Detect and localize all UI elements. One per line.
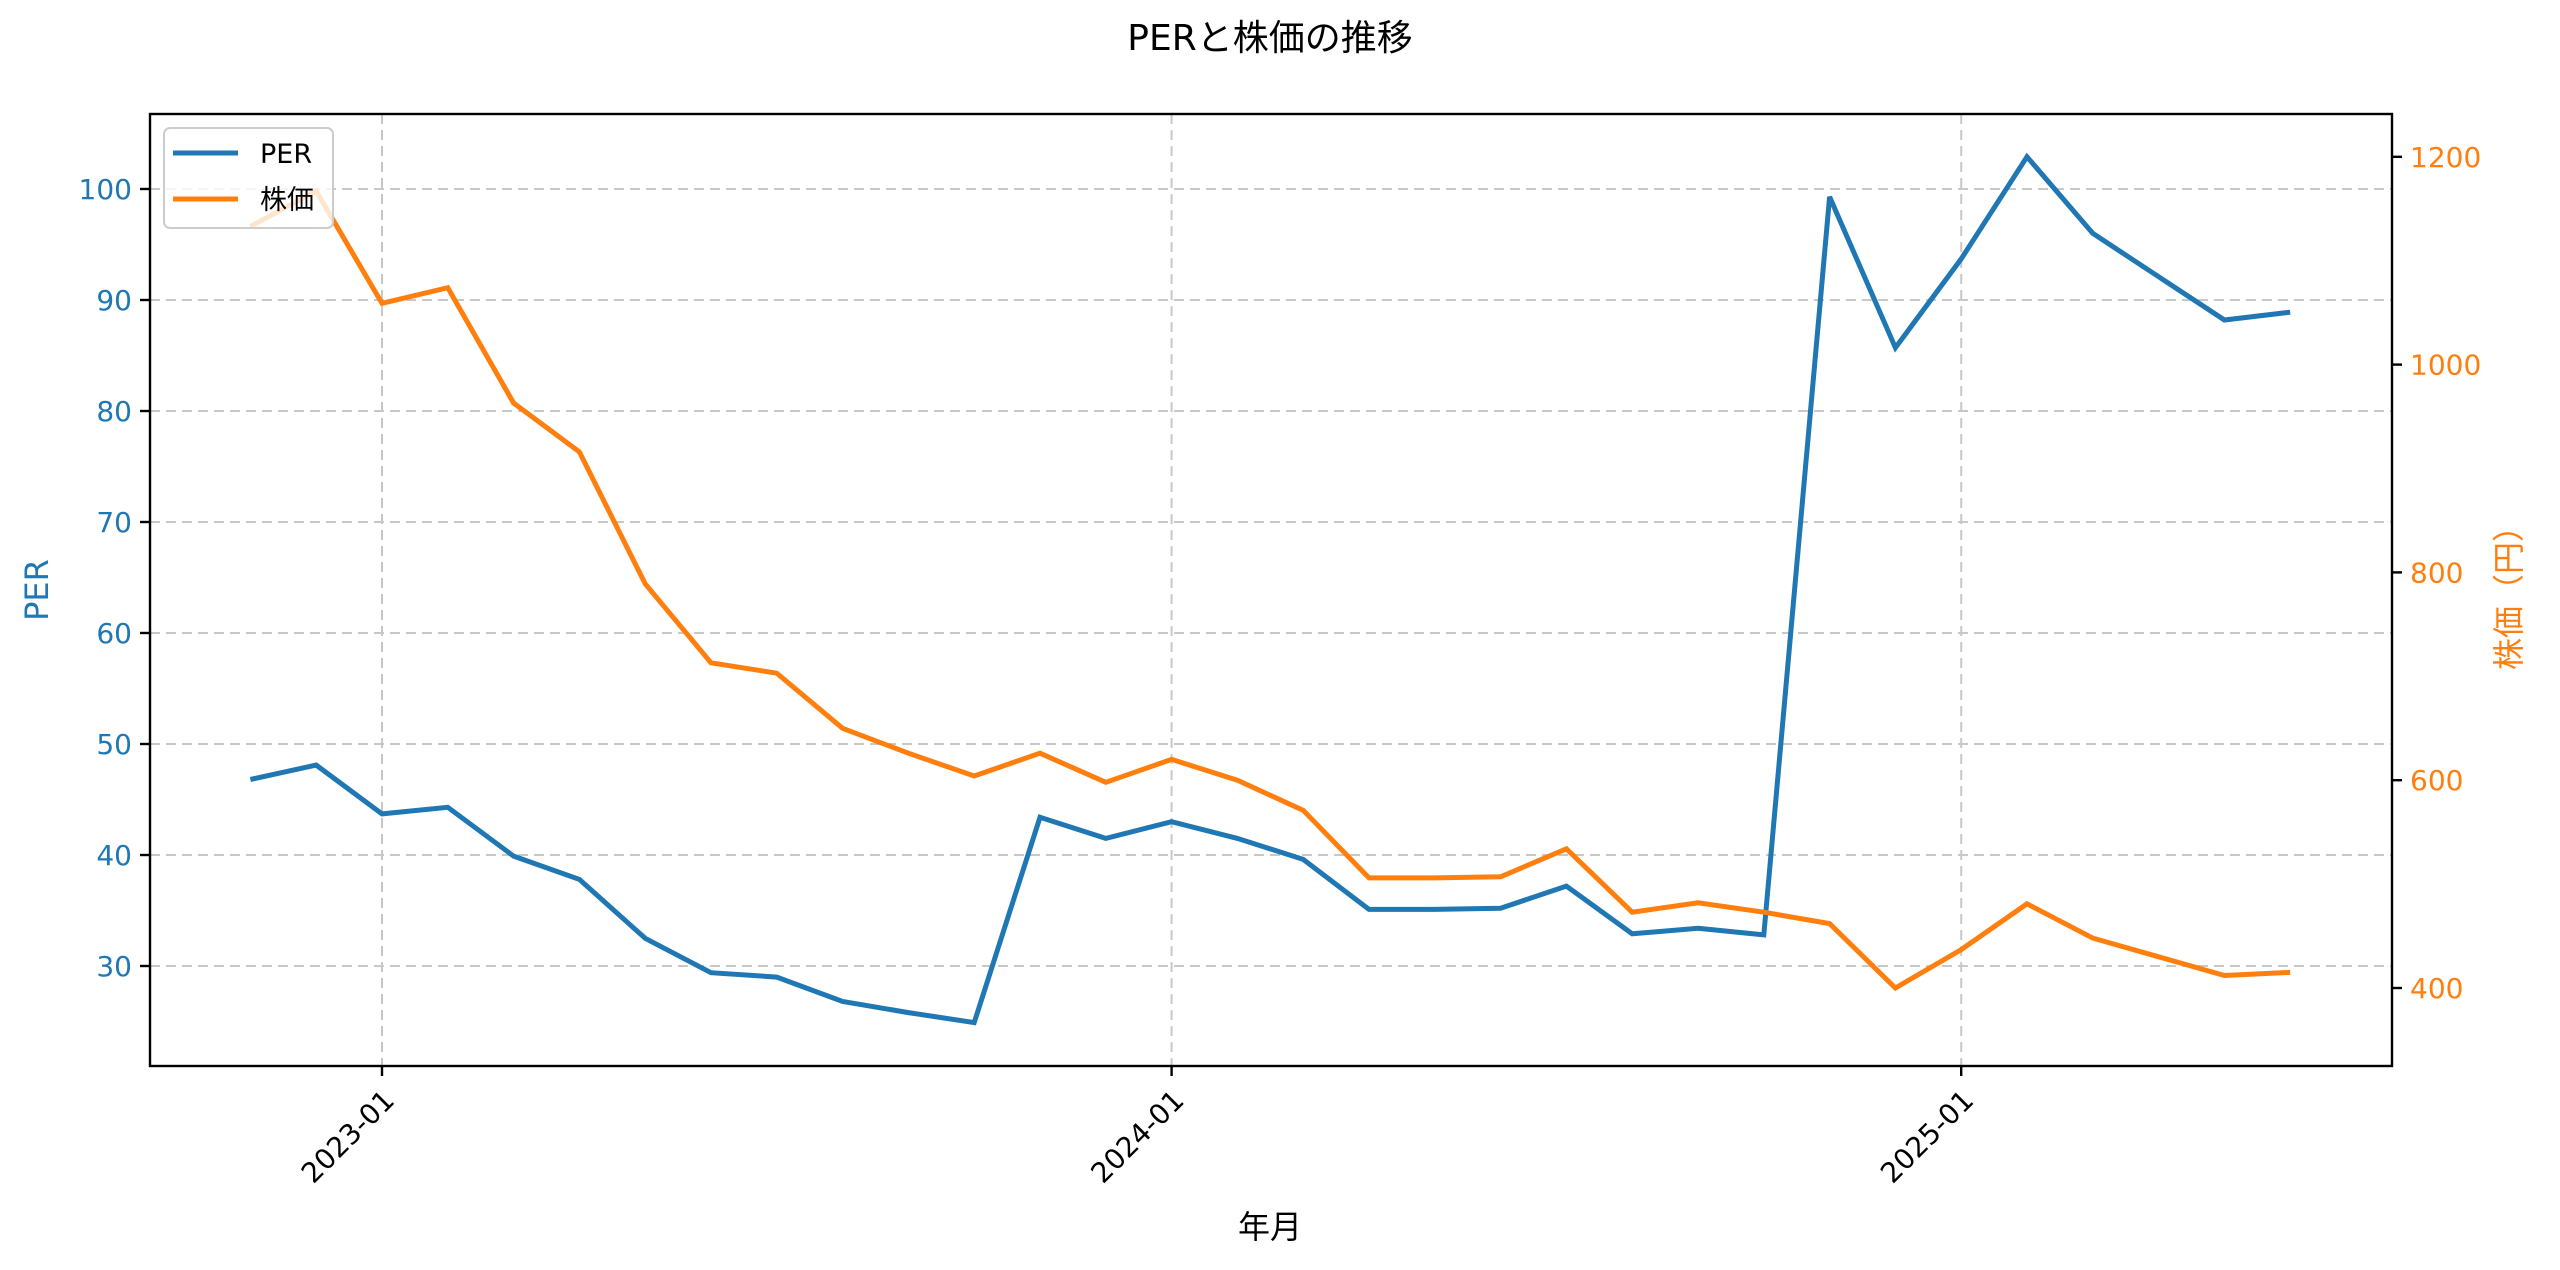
data-lines	[249, 152, 2291, 1026]
tick-label-right: 400	[2410, 972, 2463, 1005]
tick-label-left: 40	[96, 839, 132, 872]
left-axis-label: PER	[18, 559, 56, 621]
tick-label-x: 2023-01	[295, 1084, 401, 1190]
series-line-price	[249, 187, 2291, 992]
grid-lines	[150, 114, 2392, 1066]
tick-label-left: 50	[96, 728, 132, 761]
tick-label-left: 90	[96, 284, 132, 317]
plot-frame	[148, 112, 2394, 1068]
series-line-per	[249, 152, 2291, 1026]
legend: PER 株価	[163, 127, 334, 229]
tick-label-right: 600	[2410, 764, 2463, 797]
tick-label-left: 60	[96, 617, 132, 650]
x-axis: 2023-01 2024-01 2025-01	[295, 1066, 1980, 1190]
tick-label-right: 800	[2410, 556, 2463, 589]
right-y-axis: 400 600 800 1000 1200	[2392, 141, 2481, 1005]
x-axis-label: 年月	[1238, 1208, 1302, 1246]
left-y-axis: 30 40 50 60 70 80 90 100	[79, 173, 150, 983]
chart-title: PERと株価の推移	[1127, 18, 1412, 59]
tick-label-left: 70	[96, 506, 132, 539]
tick-label-right: 1000	[2410, 349, 2481, 382]
tick-label-left: 100	[79, 173, 132, 206]
tick-label-left: 30	[96, 950, 132, 983]
tick-label-x: 2025-01	[1874, 1084, 1980, 1190]
tick-label-right: 1200	[2410, 141, 2481, 174]
tick-label-left: 80	[96, 395, 132, 428]
legend-per-label: PER	[260, 139, 312, 170]
right-axis-label: 株価（円）	[2490, 510, 2528, 670]
tick-label-x: 2024-01	[1084, 1084, 1190, 1190]
legend-price-label: 株価	[260, 185, 314, 216]
